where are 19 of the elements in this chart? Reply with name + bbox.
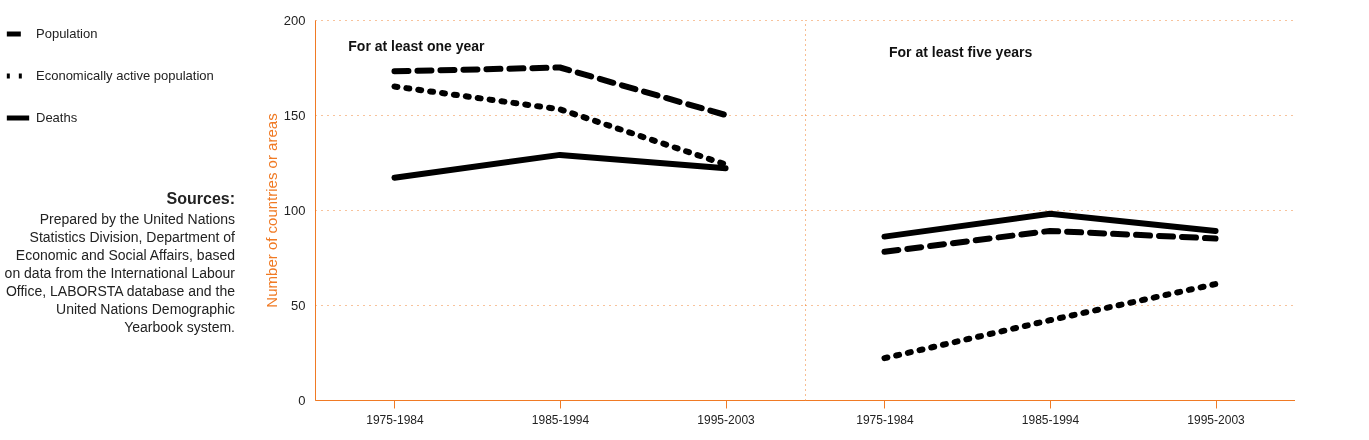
y-tick-label: 50 — [291, 297, 306, 313]
x-tick-label: 1985-1994 — [1021, 412, 1080, 427]
text: For at least one year — [348, 38, 486, 54]
x-tick-label: 1975-1984 — [366, 412, 424, 427]
y-tick-label: 0 — [298, 392, 306, 408]
legend-label: Deaths — [36, 110, 78, 125]
legend-label: Economically active population — [36, 68, 214, 83]
x-tick-label: 1985-1994 — [531, 412, 590, 427]
x-tick-label: 1995-2003 — [1187, 412, 1246, 427]
y-tick-label: 200 — [283, 12, 306, 28]
source-note: Sources: — [165, 190, 235, 208]
y-axis-title: Number of countries or areas — [262, 113, 280, 308]
x-tick-label: 1975-1984 — [856, 412, 914, 427]
y-tick-label: 150 — [283, 107, 306, 123]
legend-label: Population — [36, 26, 98, 41]
y-tick-label: 100 — [283, 202, 306, 218]
text: Prepared by the United Nations Statistics Division, Department of Economic and Social Affairs, based on data from the International Labour Office, LABORSTA database and the United Nations Demographic Yearbook system. — [3, 210, 235, 336]
text: For at least five years — [889, 44, 1033, 60]
x-tick-label: 1995-2003 — [697, 412, 756, 427]
